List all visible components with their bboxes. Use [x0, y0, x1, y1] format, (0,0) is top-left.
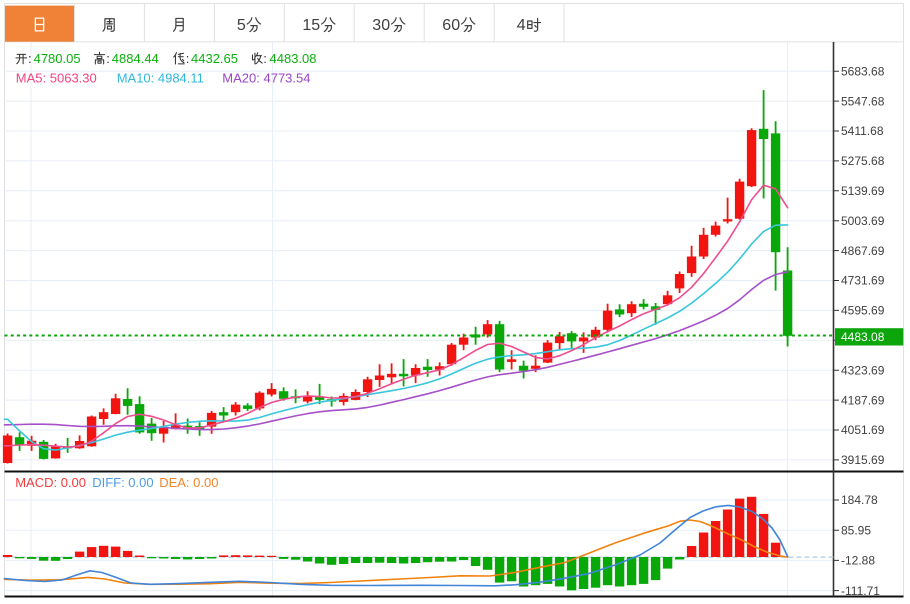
svg-text::: : — [28, 51, 32, 66]
svg-text:4884.44: 4884.44 — [112, 51, 159, 66]
svg-text:60: 60 — [442, 17, 460, 34]
svg-text:15: 15 — [302, 17, 320, 34]
svg-text:5139.69: 5139.69 — [841, 184, 885, 198]
svg-text:4595.69: 4595.69 — [841, 304, 885, 318]
svg-text:MA10: 4984.11: MA10: 4984.11 — [117, 70, 204, 85]
svg-text:4483.08: 4483.08 — [841, 330, 885, 344]
svg-text:3915.69: 3915.69 — [841, 453, 885, 467]
svg-text:5275.68: 5275.68 — [841, 154, 885, 168]
svg-text:DEA: 0.00: DEA: 0.00 — [159, 475, 218, 490]
svg-text:184.78: 184.78 — [841, 493, 878, 507]
svg-text:4187.69: 4187.69 — [841, 393, 885, 407]
svg-text:4867.69: 4867.69 — [841, 244, 885, 258]
svg-text:MA20: 4773.54: MA20: 4773.54 — [222, 70, 310, 85]
svg-text:DIFF: 0.00: DIFF: 0.00 — [92, 475, 153, 490]
svg-text:5683.68: 5683.68 — [841, 64, 885, 78]
svg-text:-111.71: -111.71 — [841, 584, 880, 598]
svg-text:5411.68: 5411.68 — [841, 124, 884, 138]
svg-text:-12.88: -12.88 — [841, 554, 875, 568]
svg-text:30: 30 — [372, 17, 390, 34]
svg-text:MA5: 5063.30: MA5: 5063.30 — [16, 70, 97, 85]
svg-text:4432.65: 4432.65 — [191, 51, 238, 66]
svg-text:5547.68: 5547.68 — [841, 94, 885, 108]
svg-text:4731.69: 4731.69 — [841, 274, 885, 288]
svg-text:MACD: 0.00: MACD: 0.00 — [15, 475, 86, 490]
svg-text:5003.69: 5003.69 — [841, 214, 885, 228]
svg-text:4483.08: 4483.08 — [270, 51, 317, 66]
svg-text:4: 4 — [517, 17, 526, 34]
svg-text:4780.05: 4780.05 — [34, 51, 81, 66]
svg-text::: : — [186, 51, 190, 66]
svg-text:4323.69: 4323.69 — [841, 363, 885, 377]
svg-text::: : — [263, 51, 267, 66]
svg-text::: : — [106, 51, 110, 66]
svg-text:4051.69: 4051.69 — [841, 423, 885, 437]
svg-text:5: 5 — [237, 17, 246, 34]
svg-text:85.95: 85.95 — [841, 523, 871, 537]
